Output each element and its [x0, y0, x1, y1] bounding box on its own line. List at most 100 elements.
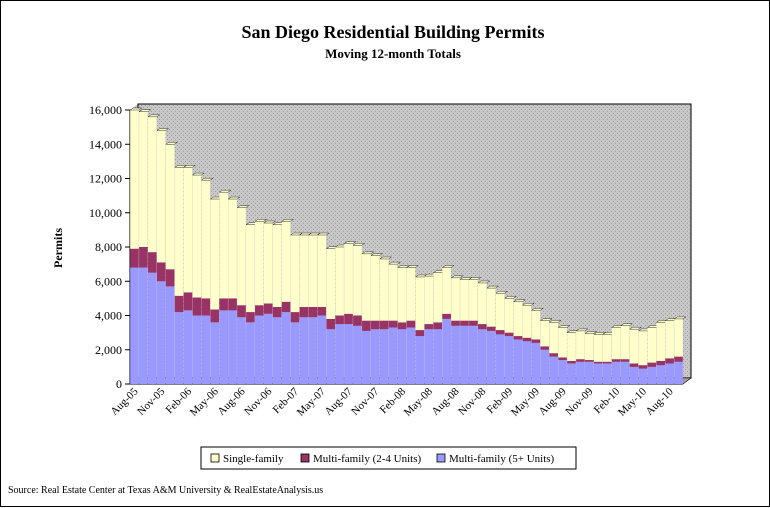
- bar-segment: [317, 306, 327, 316]
- x-tick-label: Nov-06: [242, 385, 275, 418]
- bar-segment: [308, 317, 318, 384]
- bar-segment: [139, 111, 148, 248]
- bar-segment: [317, 315, 327, 384]
- bar-segment: [415, 276, 425, 331]
- bar-segment: [272, 306, 282, 318]
- y-tick-label: 16,000: [89, 103, 122, 117]
- bar-segment: [255, 221, 264, 306]
- x-tick-label: Nov-05: [135, 385, 168, 418]
- bar-segment: [192, 297, 202, 316]
- bar-segment: [210, 309, 220, 323]
- bar-segment: [558, 360, 567, 384]
- bar-segment: [442, 313, 451, 319]
- bar-top: [129, 107, 143, 111]
- bar-top: [281, 219, 295, 222]
- bar-segment: [585, 361, 594, 384]
- bar-top: [575, 328, 589, 332]
- bar-segment: [602, 334, 612, 362]
- bar-segment: [486, 288, 496, 327]
- bar-segment: [433, 322, 442, 330]
- bar-segment: [183, 292, 193, 311]
- y-tick-label: 4,000: [95, 309, 122, 323]
- bar-segment: [246, 322, 255, 384]
- bar-segment: [674, 318, 683, 357]
- bar-top: [521, 303, 535, 306]
- bar-top: [343, 241, 357, 244]
- bar-segment: [460, 320, 469, 326]
- bar-segment: [281, 301, 291, 313]
- x-tick-label: Aug-08: [429, 385, 462, 418]
- bar-top: [530, 308, 544, 311]
- legend-swatch: [210, 453, 220, 463]
- bar-top: [379, 256, 393, 260]
- bar-top: [584, 331, 598, 334]
- bar-top: [513, 299, 526, 302]
- y-tick-label: 10,000: [89, 206, 122, 220]
- bar-segment: [281, 221, 291, 302]
- legend-label: Single-family: [223, 453, 284, 465]
- bar-segment: [504, 332, 514, 337]
- bar-top: [138, 109, 152, 112]
- bar-segment: [424, 324, 434, 330]
- bar-top: [218, 189, 232, 193]
- bar-top: [156, 128, 170, 131]
- bar-segment: [255, 315, 264, 384]
- bar-segment: [371, 320, 380, 330]
- bar-segment: [567, 360, 576, 364]
- bar-segment: [156, 130, 166, 263]
- y-tick-label: 6,000: [95, 274, 122, 288]
- bar-top: [147, 114, 161, 118]
- bar-segment: [228, 199, 237, 299]
- bar-segment: [379, 258, 389, 321]
- bar-segment: [620, 361, 630, 384]
- bar-segment: [442, 318, 451, 384]
- bar-segment: [281, 312, 291, 384]
- bar-segment: [424, 276, 434, 325]
- bar-segment: [674, 361, 683, 384]
- bar-segment: [237, 317, 246, 384]
- bar-top: [263, 220, 277, 224]
- bar-segment: [344, 324, 353, 384]
- bar-segment: [451, 325, 460, 384]
- chart-subtitle: Moving 12-month Totals: [325, 46, 461, 61]
- bar-segment: [156, 262, 166, 282]
- bar-top: [388, 261, 402, 265]
- legend-swatch: [436, 453, 446, 463]
- bar-segment: [549, 356, 558, 384]
- y-tick-label: 0: [116, 377, 122, 391]
- x-tick-label: May-09: [509, 385, 542, 418]
- bar-top: [441, 265, 455, 268]
- bar-segment: [593, 334, 603, 362]
- x-tick-label: Nov-07: [349, 385, 382, 418]
- bar-segment: [451, 277, 460, 321]
- bar-segment: [326, 329, 335, 384]
- bar-top: [495, 291, 509, 294]
- bar-segment: [665, 363, 674, 384]
- bar-segment: [335, 324, 344, 384]
- bar-segment: [183, 167, 193, 293]
- bar-segment: [558, 357, 567, 361]
- y-tick-label: 2,000: [95, 343, 122, 357]
- bar-segment: [460, 325, 469, 384]
- bar-segment: [567, 332, 576, 361]
- bar-segment: [290, 322, 300, 384]
- bar-segment: [362, 330, 371, 384]
- bar-segment: [629, 329, 639, 364]
- bar-segment: [130, 248, 139, 268]
- bar-segment: [540, 346, 550, 350]
- y-axis-label: Permits: [51, 228, 65, 268]
- bar-segment: [531, 342, 541, 384]
- bar-top: [227, 196, 241, 200]
- bar-segment: [290, 312, 300, 323]
- bar-segment: [638, 365, 648, 369]
- bar-segment: [433, 329, 442, 384]
- bar-segment: [228, 310, 237, 384]
- bar-top: [629, 327, 642, 330]
- bar-segment: [549, 322, 558, 354]
- bar-segment: [415, 336, 425, 384]
- bar-segment: [531, 310, 541, 340]
- bar-segment: [299, 235, 309, 307]
- bar-segment: [326, 248, 335, 319]
- x-tick-label: Aug-05: [108, 385, 141, 418]
- bar-segment: [272, 224, 282, 307]
